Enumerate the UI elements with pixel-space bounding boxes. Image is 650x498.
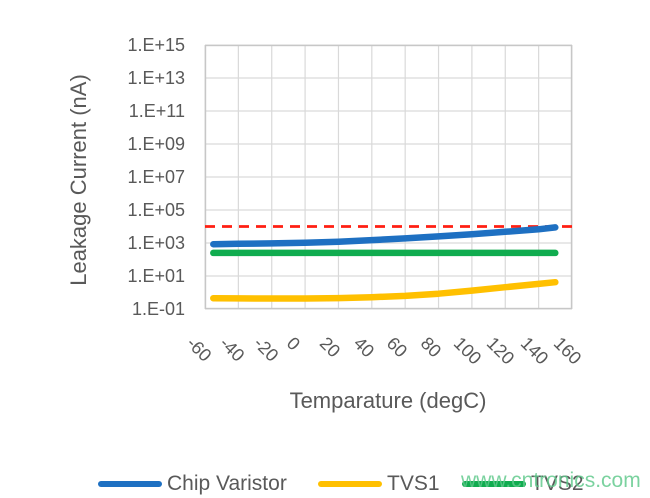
series-line-tvs1 [210, 278, 559, 302]
x-axis-title: Temparature (degC) [289, 388, 487, 413]
x-tick-label: 20 [316, 333, 345, 362]
y-tick-label: 1.E+01 [127, 266, 185, 286]
plot-border [205, 45, 572, 309]
plot-area [204, 44, 573, 310]
series-line-chip-varistor [210, 224, 559, 248]
x-tick-label: 0 [282, 333, 305, 355]
y-tick-label: 1.E+07 [127, 167, 185, 187]
legend-label: TVS2 [531, 472, 584, 495]
legend-swatch-icon [318, 481, 382, 487]
x-tick-label: 160 [549, 333, 586, 369]
x-tick-label: 40 [349, 333, 378, 362]
plot-canvas [204, 44, 573, 310]
x-tick-label: -40 [216, 333, 249, 366]
legend-label: TVS1 [387, 472, 440, 495]
y-tick-label: 1.E+05 [127, 200, 185, 220]
x-tick-label: 140 [516, 333, 552, 369]
x-tick-label: -60 [182, 333, 216, 366]
y-tick-label: 1.E+11 [128, 101, 185, 121]
x-tick-label: -20 [249, 333, 283, 366]
x-tick-label: 100 [449, 333, 486, 369]
legend-item-tvs1: TVS1 [318, 471, 440, 497]
x-tick-label: 120 [483, 333, 519, 369]
chart-legend: Chip Varistor TVS1 TVS2 [0, 471, 650, 497]
legend-item-tvs2: TVS2 [462, 471, 584, 497]
legend-swatch-icon [98, 481, 162, 487]
y-tick-label: 1.E+15 [127, 35, 185, 55]
y-tick-label: 1.E-01 [131, 299, 185, 319]
legend-item-chip-varistor: Chip Varistor [98, 471, 287, 497]
legend-swatch-icon [462, 481, 526, 487]
x-tick-label: 60 [383, 333, 412, 362]
watermark-text: www.cntronics.com [461, 469, 641, 492]
y-tick-label: 1.E+13 [127, 68, 185, 88]
y-tick-label: 1.E+09 [127, 134, 185, 154]
x-tick-label: 80 [416, 333, 445, 362]
legend-label: Chip Varistor [167, 472, 287, 495]
y-tick-label: 1.E+03 [127, 233, 185, 253]
